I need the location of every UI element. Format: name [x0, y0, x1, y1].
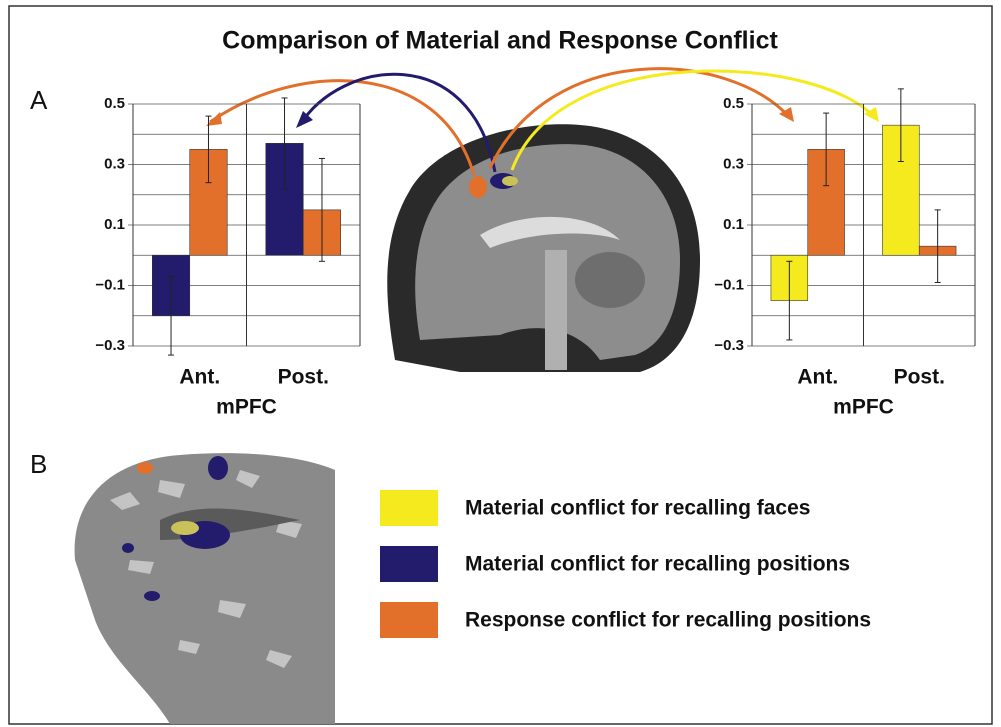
x-tick-label: Post.	[894, 366, 945, 389]
y-tick-label: −0.3	[714, 337, 744, 354]
x-tick-label: Ant.	[179, 366, 220, 389]
figure-title: Comparison of Material and Response Conf…	[222, 27, 778, 55]
y-tick-label: 0.1	[723, 216, 744, 233]
x-axis-label: mPFC	[833, 396, 894, 419]
x-axis-label: mPFC	[216, 396, 277, 419]
x-tick-label: Ant.	[797, 366, 838, 389]
y-tick-label: −0.1	[714, 276, 744, 293]
y-tick-label: 0.5	[104, 95, 125, 112]
panel-label: B	[30, 449, 47, 479]
figure: Comparison of Material and Response Conf…	[0, 0, 1001, 727]
panel-label: A	[30, 85, 48, 115]
legend-label: Material conflict for recalling faces	[465, 497, 810, 520]
y-tick-label: −0.3	[95, 337, 125, 354]
legend-swatch	[380, 546, 438, 582]
y-tick-label: 0.3	[104, 155, 125, 172]
legend-label: Response conflict for recalling position…	[465, 609, 871, 632]
legend-label: Material conflict for recalling position…	[465, 553, 850, 576]
legend-swatch	[380, 602, 438, 638]
y-tick-label: 0.5	[723, 95, 744, 112]
y-tick-label: 0.3	[723, 155, 744, 172]
legend-swatch	[380, 490, 438, 526]
y-tick-label: −0.1	[95, 276, 125, 293]
x-tick-label: Post.	[278, 366, 329, 389]
y-tick-label: 0.1	[104, 216, 125, 233]
